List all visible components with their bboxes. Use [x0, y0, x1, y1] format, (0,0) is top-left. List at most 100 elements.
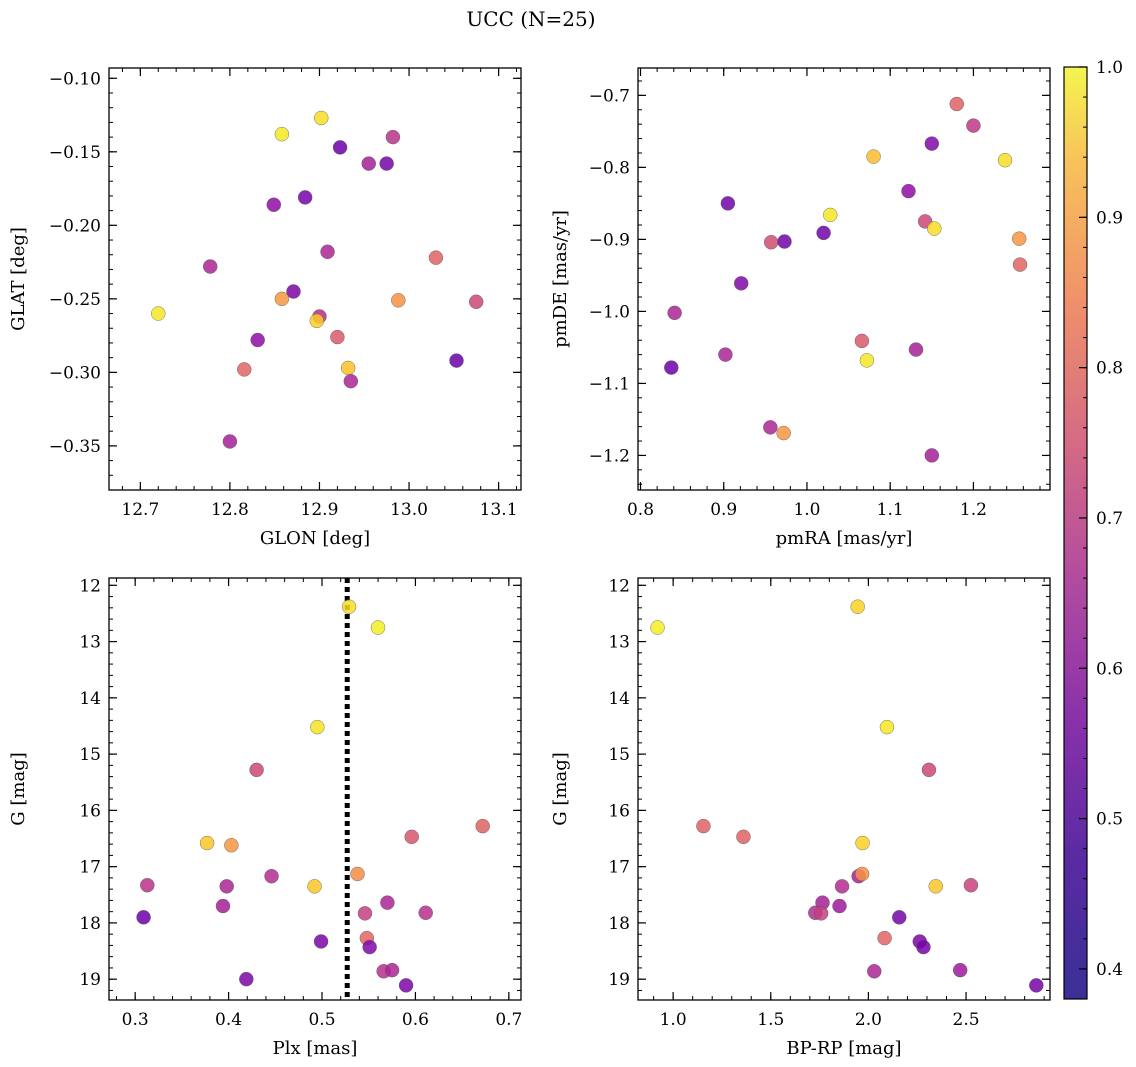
data-point	[949, 96, 964, 112]
y-tick-label: 14	[608, 689, 630, 709]
x-axis-label: pmRA [mas/yr]	[776, 528, 913, 549]
data-point	[469, 294, 484, 309]
y-tick-label: 15	[79, 745, 101, 765]
y-tick-label: −0.20	[49, 216, 101, 236]
data-point	[449, 353, 464, 368]
x-tick-label: 0.8	[627, 500, 654, 520]
data-point	[966, 118, 981, 133]
data-point	[1029, 978, 1044, 993]
axes-frame	[637, 67, 1051, 491]
y-tick-label: −0.15	[49, 143, 101, 163]
data-point	[650, 620, 665, 635]
data-point	[219, 879, 234, 894]
data-point	[720, 196, 736, 211]
y-tick-label: −1.2	[589, 446, 630, 466]
data-point	[362, 939, 377, 955]
x-tick-label: 1.5	[757, 1010, 784, 1030]
data-point	[952, 962, 968, 978]
data-point	[823, 207, 838, 223]
data-point	[475, 818, 490, 834]
axes-frame	[637, 577, 1051, 1001]
data-point	[215, 898, 231, 914]
colorbar-tick-label: 0.6	[1096, 659, 1123, 679]
y-tick-label: −0.25	[49, 290, 101, 310]
x-tick-label: 1.0	[793, 500, 820, 520]
data-point	[398, 978, 414, 993]
data-point	[307, 879, 322, 894]
y-tick-label: −0.8	[589, 158, 630, 178]
data-point	[385, 129, 401, 145]
x-tick-label: 0.7	[495, 1010, 522, 1030]
data-point	[667, 305, 682, 321]
data-point	[997, 152, 1013, 168]
data-point	[908, 342, 924, 357]
x-tick-label: 0.4	[215, 1010, 242, 1030]
x-tick-label: 1.2	[960, 500, 987, 520]
colorbar-gradient	[1063, 66, 1088, 1000]
figure-title: UCC (N=25)	[466, 7, 595, 31]
data-point	[763, 235, 779, 250]
data-point	[832, 898, 847, 914]
y-axis-label: pmDE [mas/yr]	[550, 210, 571, 348]
y-tick-label: 16	[608, 801, 630, 821]
data-point	[239, 971, 254, 987]
y-tick-label: 14	[79, 689, 101, 709]
data-point	[813, 906, 829, 921]
panel-plx-g: 0.3 0.4 0.5 0.6 0.7 12 13 14 15 16 17 18 19 Plx [mas]…	[8, 576, 522, 1059]
data-point	[309, 313, 324, 329]
data-point	[264, 869, 279, 884]
data-point	[879, 719, 895, 735]
data-point	[203, 259, 218, 274]
data-point	[777, 234, 792, 249]
data-point	[1012, 231, 1027, 246]
data-point	[901, 183, 916, 199]
y-tick-label: −0.30	[49, 363, 101, 383]
x-tick-label: 1.1	[877, 500, 904, 520]
data-point	[924, 136, 940, 151]
data-point	[928, 879, 943, 894]
data-point	[816, 225, 831, 241]
y-axis-label: GLAT [deg]	[8, 227, 29, 331]
data-point	[330, 329, 345, 345]
data-point	[286, 284, 301, 299]
data-point	[199, 835, 215, 851]
data-point	[140, 878, 155, 893]
x-tick-label: 1.0	[660, 1010, 687, 1030]
colorbar-tick-label: 1.0	[1096, 58, 1123, 78]
data-point	[343, 373, 359, 389]
data-point	[380, 895, 395, 910]
data-point	[151, 306, 166, 321]
data-point	[696, 818, 711, 834]
data-point	[350, 866, 365, 882]
colorbar-tick-label: 0.8	[1096, 359, 1123, 379]
data-point	[877, 930, 892, 946]
data-point	[834, 879, 850, 894]
x-axis-label: BP-RP [mag]	[786, 1038, 901, 1059]
data-point	[274, 291, 290, 307]
y-tick-label: −1.0	[589, 302, 630, 322]
y-tick-label: −0.10	[49, 69, 101, 89]
x-axis-label: Plx [mas]	[273, 1038, 358, 1059]
x-tick-label: 2.0	[855, 1010, 882, 1030]
y-tick-label: 19	[608, 970, 630, 990]
axes-frame	[108, 67, 522, 491]
data-point	[384, 962, 400, 978]
x-axis-label: GLON [deg]	[260, 528, 370, 549]
data-point	[763, 420, 778, 435]
data-point	[734, 276, 749, 291]
data-point	[859, 353, 875, 368]
y-tick-label: −0.35	[49, 437, 101, 457]
data-point	[320, 244, 335, 259]
x-tick-label: 12.8	[211, 500, 249, 520]
colorbar: 0.4 0.5 0.6 0.7 0.8 0.9 1.0	[1063, 58, 1123, 1000]
data-point	[664, 360, 679, 375]
data-point	[428, 250, 444, 265]
y-tick-label: 18	[608, 914, 630, 934]
data-point	[916, 939, 931, 955]
data-point	[855, 835, 870, 851]
x-tick-label: 12.7	[121, 500, 159, 520]
colorbar-tick-label: 0.4	[1096, 960, 1123, 980]
data-point	[854, 866, 870, 882]
data-point	[963, 878, 979, 893]
data-point	[332, 140, 348, 155]
